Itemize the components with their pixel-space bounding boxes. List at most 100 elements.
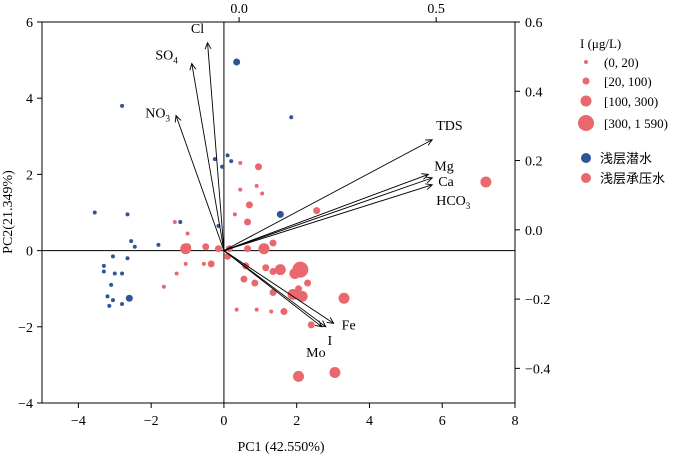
y-tick-label: 4 — [26, 92, 33, 107]
arrow-head — [326, 317, 335, 324]
right-tick-label: −0.2 — [525, 293, 550, 308]
point-shallow-confined — [240, 275, 248, 283]
point-shallow-confined — [180, 243, 192, 255]
point-shallow-confined — [232, 212, 237, 217]
point-shallow-confined — [214, 245, 222, 253]
point-shallow-confined — [338, 292, 350, 304]
point-shallow-phreatic — [129, 239, 134, 244]
point-shallow-phreatic — [178, 220, 183, 225]
y-tick-label: 6 — [26, 16, 33, 31]
y-tick-label: −4 — [18, 397, 33, 412]
arrow-head — [314, 320, 323, 328]
point-shallow-phreatic — [107, 303, 112, 308]
arrow-head — [189, 62, 197, 71]
x-tick-label: 8 — [512, 414, 519, 429]
point-shallow-confined — [313, 207, 321, 215]
point-shallow-phreatic — [156, 242, 161, 247]
legend-group-label: 浅层承压水 — [600, 171, 665, 186]
point-shallow-confined — [293, 370, 305, 382]
legend-size-symbol — [580, 95, 592, 107]
point-shallow-confined — [274, 264, 286, 276]
score-points — [92, 58, 492, 382]
point-shallow-confined — [254, 163, 262, 171]
loading-label: Fe — [342, 318, 356, 333]
x-tick-label: −2 — [144, 414, 159, 429]
legend-group-symbol — [581, 173, 591, 183]
y-axis-title: PC2(21.349%) — [1, 170, 16, 254]
point-shallow-phreatic — [233, 58, 241, 66]
point-shallow-confined — [251, 279, 259, 287]
point-shallow-confined — [201, 261, 206, 266]
x-tick-label: −4 — [71, 414, 86, 429]
loading-label: TDS — [436, 119, 462, 134]
point-shallow-confined — [269, 289, 277, 297]
y-tick-label: 0 — [26, 245, 33, 260]
point-shallow-phreatic — [229, 159, 234, 164]
point-shallow-confined — [185, 231, 190, 236]
point-shallow-confined — [269, 309, 274, 314]
arrow-head — [425, 139, 434, 146]
right-tick-label: −0.4 — [525, 362, 550, 377]
point-shallow-confined — [480, 176, 492, 188]
top-tick-label: 0.0 — [230, 2, 248, 17]
right-tick-label: 0.0 — [525, 224, 543, 239]
point-shallow-phreatic — [120, 103, 125, 108]
loading-arrow — [175, 115, 225, 251]
x-tick-label: 0 — [220, 414, 227, 429]
point-shallow-confined — [287, 288, 299, 300]
point-shallow-phreatic — [225, 153, 230, 158]
point-shallow-phreatic — [212, 157, 217, 162]
point-shallow-phreatic — [110, 254, 115, 259]
loading-arrow — [207, 42, 225, 251]
loading-label: Cl — [191, 22, 204, 37]
point-shallow-confined — [207, 260, 215, 268]
loading-arrow — [223, 250, 334, 324]
point-shallow-phreatic — [120, 301, 125, 306]
arrow-head — [425, 176, 434, 184]
point-shallow-confined — [172, 220, 177, 225]
loading-arrow — [223, 173, 429, 252]
point-shallow-confined — [183, 261, 188, 266]
point-shallow-phreatic — [92, 210, 97, 215]
legend: I (μg/L) (0, 20) [20, 100) [100, 300) [3… — [578, 36, 668, 186]
legend-size-symbol — [584, 60, 588, 64]
point-shallow-confined — [269, 239, 277, 247]
point-shallow-confined — [258, 243, 270, 255]
zero-lines — [42, 22, 515, 403]
legend-size-label: (0, 20) — [604, 55, 639, 70]
point-shallow-phreatic — [289, 115, 294, 120]
point-shallow-phreatic — [132, 244, 137, 249]
legend-group-label: 浅层潜水 — [600, 151, 652, 166]
x-tick-label: 2 — [293, 414, 300, 429]
plot-area — [41, 21, 516, 404]
legend-size-symbol — [578, 115, 594, 131]
loading-arrow — [223, 250, 323, 328]
loading-label: NO3 — [145, 107, 170, 124]
loading-label: SO4 — [155, 49, 178, 66]
point-shallow-confined — [238, 187, 243, 192]
legend-size-label: [100, 300) — [604, 94, 658, 109]
point-shallow-phreatic — [109, 282, 114, 287]
arrow-head — [421, 173, 430, 180]
point-shallow-phreatic — [125, 212, 130, 217]
legend-size-label: [20, 100) — [604, 74, 652, 89]
top-tick-label: 0.5 — [427, 2, 445, 17]
loading-label: Ca — [438, 175, 454, 190]
arrow-head — [174, 114, 182, 123]
point-shallow-confined — [292, 261, 309, 278]
loading-arrow — [223, 177, 433, 252]
arrow-head — [204, 41, 212, 50]
y-tick-label: −2 — [18, 321, 33, 336]
point-shallow-confined — [307, 321, 315, 329]
legend-size-label: [300, 1 590) — [604, 116, 668, 131]
right-tick-label: 0.2 — [525, 155, 543, 170]
point-shallow-phreatic — [110, 298, 115, 303]
point-shallow-confined — [329, 367, 341, 379]
x-tick-label: 4 — [366, 414, 373, 429]
point-shallow-confined — [296, 290, 308, 302]
point-shallow-phreatic — [125, 294, 133, 302]
loading-label: Mo — [306, 346, 325, 361]
point-shallow-phreatic — [276, 210, 284, 218]
